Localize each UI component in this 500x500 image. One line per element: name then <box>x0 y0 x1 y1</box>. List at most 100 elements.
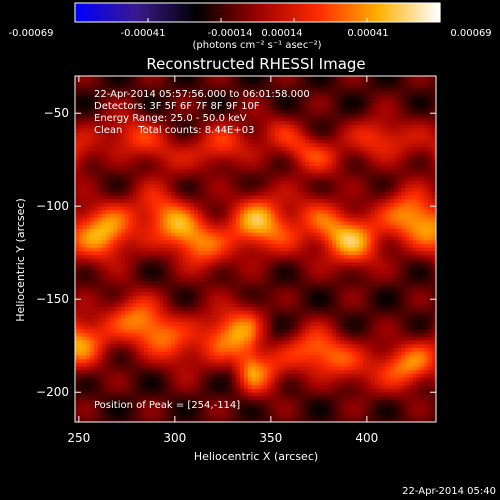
heatmap-cell <box>217 243 222 248</box>
heatmap-cell <box>151 366 157 371</box>
heatmap-cell <box>236 377 241 382</box>
heatmap-cell <box>355 377 360 382</box>
heatmap-cell <box>155 351 160 356</box>
heatmap-cell <box>424 288 429 293</box>
heatmap-cell <box>220 276 226 282</box>
heatmap-cell <box>263 362 268 367</box>
heatmap-cell <box>205 336 210 341</box>
heatmap-cell <box>297 407 302 412</box>
heatmap-cell <box>378 358 383 363</box>
colorbar-segment <box>363 3 368 22</box>
heatmap-cell <box>282 321 287 326</box>
heatmap-cell <box>178 310 183 315</box>
heatmap-cell <box>171 314 176 319</box>
heatmap-cell <box>201 340 206 345</box>
heatmap-cell <box>293 340 299 345</box>
heatmap-cell <box>75 332 80 337</box>
heatmap-cell <box>251 351 256 356</box>
heatmap-cell <box>370 280 375 285</box>
heatmap-cell <box>313 235 318 241</box>
heatmap-cell <box>201 314 206 319</box>
heatmap-cell <box>324 418 329 423</box>
colorbar-segment <box>123 3 128 22</box>
heatmap-cell <box>347 377 352 382</box>
heatmap-cell <box>224 340 230 345</box>
heatmap-cell <box>359 239 364 244</box>
heatmap-cell <box>351 232 356 237</box>
heatmap-cell <box>378 288 383 293</box>
heatmap-cell <box>236 369 241 375</box>
heatmap-cell <box>75 314 80 319</box>
heatmap-cell <box>98 414 103 419</box>
heatmap-cell <box>290 381 295 386</box>
heatmap-cell <box>416 243 422 248</box>
heatmap-cell <box>178 418 183 423</box>
heatmap-cell <box>416 299 422 304</box>
heatmap-cell <box>224 228 230 233</box>
heatmap-cell <box>243 262 249 267</box>
heatmap-cell <box>217 336 222 341</box>
heatmap-cell <box>121 228 126 233</box>
heatmap-cell <box>90 291 95 296</box>
heatmap-cell <box>366 355 372 360</box>
heatmap-cell <box>124 325 130 330</box>
heatmap-cell <box>90 254 95 259</box>
heatmap-cell <box>355 310 360 315</box>
heatmap-cell <box>163 254 168 259</box>
heatmap-cell <box>313 395 318 401</box>
heatmap-cell <box>251 228 256 233</box>
heatmap-cell <box>124 302 130 308</box>
heatmap-cell <box>140 299 145 304</box>
heatmap-cell <box>251 291 256 296</box>
heatmap-cell <box>255 384 260 389</box>
heatmap-cell <box>228 388 233 393</box>
heatmap-cell <box>259 410 264 415</box>
heatmap-cell <box>405 254 410 259</box>
heatmap-cell <box>259 373 264 378</box>
heatmap-cell <box>144 273 149 278</box>
heatmap-cell <box>236 239 241 244</box>
heatmap-cell <box>363 403 368 408</box>
heatmap-cell <box>286 336 291 341</box>
heatmap-cell <box>374 291 379 296</box>
heatmap-cell <box>359 288 364 293</box>
heatmap-cell <box>98 317 103 322</box>
heatmap-cell <box>278 228 283 233</box>
heatmap-cell <box>332 239 337 244</box>
heatmap-cell <box>117 362 122 367</box>
heatmap-cell <box>263 325 268 330</box>
heatmap-cell <box>386 340 391 345</box>
heatmap-cell <box>389 247 395 252</box>
heatmap-cell <box>259 306 264 311</box>
heatmap-cell <box>293 377 299 382</box>
heatmap-cell <box>140 403 145 408</box>
heatmap-cell <box>432 410 437 415</box>
heatmap-cell <box>412 314 418 319</box>
heatmap-cell <box>75 410 80 415</box>
heatmap-cell <box>144 362 149 367</box>
heatmap-cell <box>320 388 326 393</box>
heatmap-cell <box>144 351 149 356</box>
heatmap-cell <box>313 388 318 393</box>
heatmap-cell <box>293 284 299 289</box>
heatmap-cell <box>194 336 199 341</box>
heatmap-cell <box>101 295 107 300</box>
heatmap-cell <box>217 317 222 322</box>
heatmap-cell <box>366 377 372 382</box>
heatmap-cell <box>255 310 260 315</box>
heatmap-cell <box>259 247 264 252</box>
heatmap-cell <box>163 388 168 393</box>
heatmap-cell <box>201 235 206 241</box>
heatmap-cell <box>82 358 87 363</box>
heatmap-cell <box>309 373 314 378</box>
heatmap-cell <box>213 243 218 248</box>
heatmap-cell <box>309 369 314 375</box>
heatmap-cell <box>232 328 237 334</box>
heatmap-cell <box>86 399 91 404</box>
heatmap-cell <box>98 250 103 255</box>
heatmap-cell <box>167 247 172 252</box>
heatmap-cell <box>270 347 276 352</box>
heatmap-cell <box>351 340 356 345</box>
heatmap-cell <box>86 328 91 334</box>
heatmap-cell <box>232 291 237 296</box>
